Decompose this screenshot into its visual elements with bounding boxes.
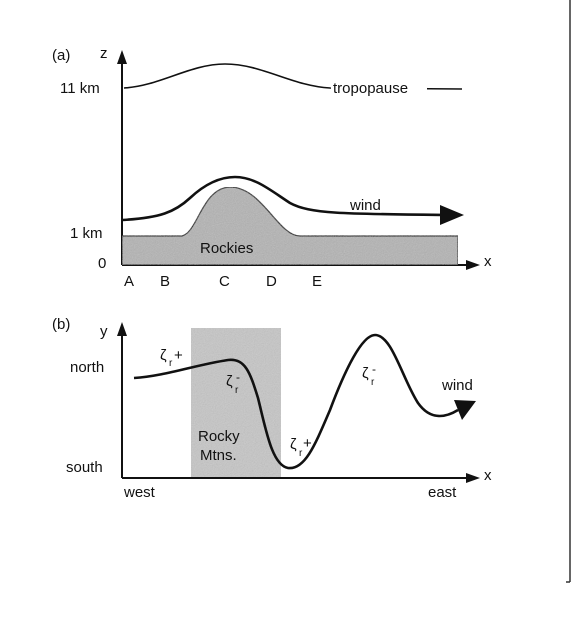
zeta-plus-trough: ζ r +	[290, 435, 312, 459]
rockies-terrain	[121, 186, 459, 266]
wind-label-b: wind	[441, 377, 473, 394]
wind-arrowhead-a	[440, 205, 464, 225]
west-label: west	[123, 484, 156, 501]
panel-a-tick-1km: 1 km	[70, 225, 103, 242]
north-label: north	[70, 359, 104, 376]
zeta-subscript: r	[169, 358, 173, 369]
rocky-mtns-label-line1: Rocky	[198, 428, 240, 445]
rocky-mtns-label-line2: Mtns.	[200, 447, 237, 464]
zeta-sign-minus: -	[372, 362, 376, 376]
point-label-b: B	[160, 273, 170, 290]
tropopause-label: tropopause	[333, 80, 408, 97]
zeta-symbol: ζ	[160, 347, 167, 364]
zeta-symbol: ζ	[362, 365, 369, 382]
panel-a-z-label: z	[100, 45, 108, 62]
point-label-c: C	[219, 273, 230, 290]
panel-a: (a) z x 11 km 1 km 0 tropopause Rockies …	[52, 45, 492, 290]
panel-a-tick-0: 0	[98, 255, 106, 272]
zeta-minus-lee: ζ r -	[226, 370, 240, 396]
zeta-plus-west: ζ r +	[160, 347, 183, 369]
zeta-subscript: r	[299, 448, 303, 459]
rockies-label: Rockies	[200, 240, 253, 257]
wind-streamline-a	[121, 175, 451, 222]
point-label-d: D	[266, 273, 277, 290]
point-label-e: E	[312, 273, 322, 290]
zeta-symbol: ζ	[290, 436, 297, 453]
wind-streamline-b	[133, 333, 459, 470]
panel-b: (b) y x north south west east Rocky Mtns…	[52, 316, 492, 501]
panel-a-z-arrowhead	[117, 50, 127, 64]
rocky-mountains-band	[191, 328, 281, 478]
zeta-subscript: r	[235, 385, 239, 396]
zeta-sign-minus: -	[236, 370, 240, 384]
wind-label-a: wind	[349, 197, 381, 214]
zeta-sign-plus: +	[303, 435, 312, 452]
panel-a-tag: (a)	[52, 47, 70, 64]
panel-a-x-arrowhead	[466, 260, 480, 270]
panel-b-x-label: x	[484, 467, 492, 484]
east-label: east	[428, 484, 457, 501]
panel-b-y-label: y	[100, 323, 108, 340]
south-label: south	[66, 459, 103, 476]
panel-b-y-arrowhead	[117, 322, 127, 336]
tropopause-line	[123, 63, 463, 90]
wind-arrowhead-b	[454, 400, 476, 420]
zeta-subscript: r	[371, 377, 375, 388]
tropopause-label-bg	[331, 79, 427, 97]
panel-b-tag: (b)	[52, 316, 70, 333]
panel-a-x-label: x	[484, 253, 492, 270]
panel-a-tick-11km: 11 km	[60, 80, 100, 97]
zeta-symbol: ζ	[226, 373, 233, 390]
zeta-sign-plus: +	[174, 347, 183, 364]
point-label-a: A	[124, 273, 134, 290]
panel-b-x-arrowhead	[466, 473, 480, 483]
zeta-minus-ridge: ζ r -	[362, 362, 376, 388]
